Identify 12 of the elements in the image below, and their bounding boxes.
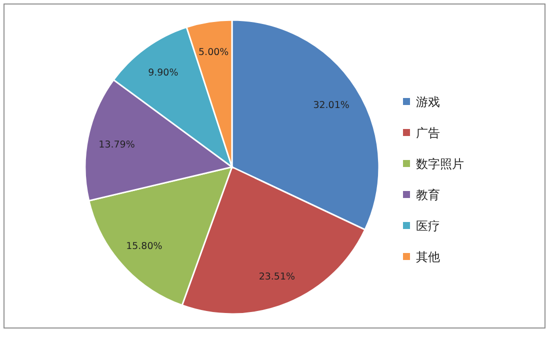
legend-label: 游戏 <box>416 95 440 109</box>
legend-label: 数字照片 <box>416 157 464 171</box>
data-label: 23.51% <box>258 272 296 283</box>
data-label: 9.90% <box>148 68 178 79</box>
data-label: 5.00% <box>198 46 229 58</box>
data-label: 13.79% <box>98 139 135 150</box>
legend-label: 广告 <box>416 126 440 140</box>
data-label: 15.80% <box>126 241 162 252</box>
legend-label: 其他 <box>416 250 440 264</box>
data-label: 32.01% <box>313 100 350 112</box>
legend-label: 医疗 <box>416 219 440 233</box>
legend-label: 教育 <box>416 188 440 202</box>
